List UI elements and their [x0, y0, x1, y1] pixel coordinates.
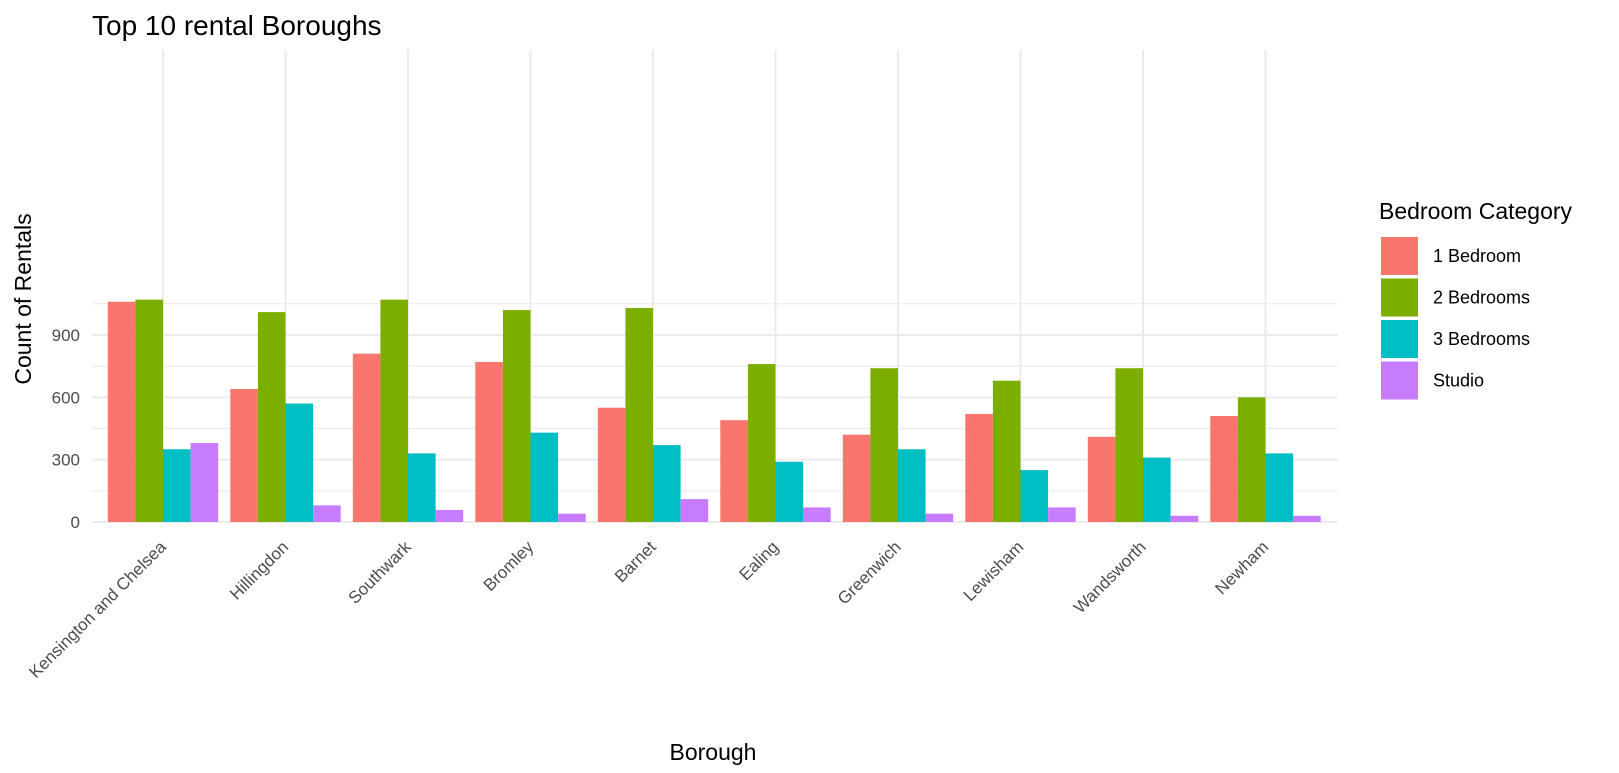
y-tick-label: 900	[52, 326, 80, 345]
bar	[925, 513, 954, 522]
x-tick-label: Newham	[1211, 537, 1272, 598]
x-tick-label: Lewisham	[960, 537, 1028, 605]
legend-swatch	[1381, 320, 1418, 358]
legend-item: Studio	[1381, 361, 1484, 400]
legend-title: Bedroom Category	[1379, 198, 1573, 224]
bar	[285, 403, 314, 522]
legend-item: 3 Bedrooms	[1381, 320, 1530, 358]
bar	[1265, 453, 1294, 522]
bar	[1020, 470, 1049, 522]
x-tick-label: Bromley	[480, 537, 538, 595]
bar	[1237, 397, 1266, 522]
bar	[435, 509, 464, 522]
x-tick-label: Kensington and Chelsea	[25, 537, 170, 682]
bar	[1087, 436, 1116, 522]
bar	[870, 368, 898, 522]
bar	[1210, 416, 1238, 522]
legend-label: 1 Bedroom	[1433, 246, 1521, 266]
bar	[502, 310, 531, 522]
legend-swatch	[1381, 278, 1418, 317]
bar	[653, 445, 681, 522]
x-tick-label: Hillingdon	[226, 537, 292, 603]
bar	[1115, 368, 1143, 522]
bar	[1143, 457, 1171, 522]
chart-title: Top 10 rental Boroughs	[92, 10, 382, 41]
legend: Bedroom Category 1 Bedroom 2 Bedrooms 3 Be…	[1379, 198, 1573, 400]
x-tick-label: Wandsworth	[1070, 537, 1150, 617]
bar	[352, 353, 381, 522]
bar	[135, 299, 163, 522]
bar	[558, 513, 586, 522]
bar	[1293, 515, 1321, 522]
bar	[625, 307, 653, 522]
bar	[190, 443, 219, 522]
legend-item: 1 Bedroom	[1381, 237, 1521, 275]
y-tick-labels: 0 300 600 900	[52, 326, 80, 532]
x-tick-label: Greenwich	[834, 537, 905, 608]
legend-swatch	[1381, 361, 1418, 400]
bar	[380, 299, 408, 522]
y-axis-title: Count of Rentals	[10, 213, 36, 384]
bar	[475, 361, 503, 522]
y-tick-label: 600	[52, 388, 80, 407]
bar	[720, 420, 748, 522]
bar	[747, 364, 776, 522]
x-tick-label: Ealing	[735, 537, 782, 584]
bar	[313, 505, 341, 522]
legend-label: 3 Bedrooms	[1433, 329, 1530, 349]
bar	[1170, 515, 1199, 522]
legend-label: 2 Bedrooms	[1433, 288, 1530, 308]
x-tick-label: Barnet	[611, 537, 660, 586]
bar	[965, 413, 993, 522]
legend-label: Studio	[1433, 371, 1484, 391]
bar	[842, 434, 871, 522]
bar	[992, 380, 1021, 522]
y-tick-label: 300	[52, 451, 80, 470]
bar	[803, 507, 831, 522]
bar	[680, 499, 709, 522]
bar	[230, 389, 258, 522]
bar	[107, 301, 136, 522]
y-tick-label: 0	[71, 513, 80, 532]
legend-item: 2 Bedrooms	[1381, 278, 1530, 317]
bar	[775, 461, 804, 522]
x-tick-labels: Kensington and Chelsea Hillingdon Southwar…	[25, 537, 1272, 682]
legend-items: 1 Bedroom 2 Bedrooms 3 Bedrooms Studio	[1381, 237, 1530, 400]
bar	[163, 449, 191, 522]
bar	[1048, 507, 1076, 522]
bar	[597, 407, 626, 522]
bar	[257, 312, 286, 522]
bars	[107, 299, 1321, 522]
bar	[898, 449, 926, 522]
bar	[408, 453, 436, 522]
x-axis-title: Borough	[670, 739, 757, 765]
bar	[530, 432, 559, 522]
x-tick-label: Southwark	[345, 537, 416, 608]
legend-swatch	[1381, 237, 1418, 275]
